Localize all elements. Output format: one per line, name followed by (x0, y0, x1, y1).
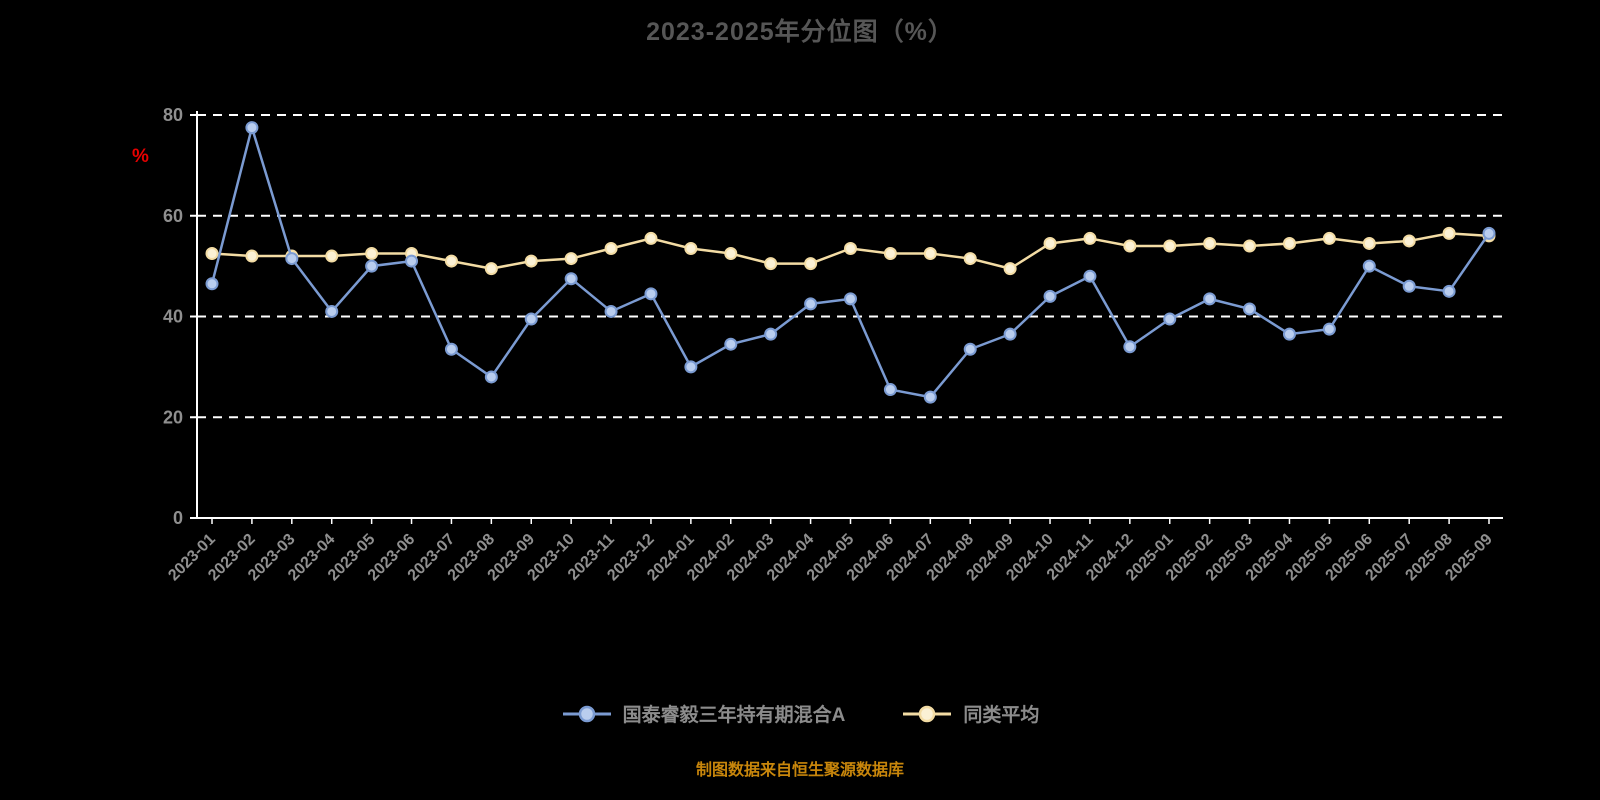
data-point-s1-1 (245, 249, 259, 263)
data-point-s0-30 (1402, 279, 1416, 293)
data-point-s1-13 (724, 247, 738, 261)
data-source-note: 制图数据来自恒生聚源数据库 (695, 762, 904, 779)
data-point-s1-14 (764, 257, 778, 271)
data-point-s1-9 (564, 252, 578, 266)
chart-legend: 国泰睿毅三年持有期混合A 同类平均 (0, 700, 1600, 727)
legend-label-fund: 国泰睿毅三年持有期混合A (622, 705, 846, 726)
data-point-s1-30 (1402, 234, 1416, 248)
data-point-s0-21 (1043, 289, 1057, 303)
data-point-s1-17 (883, 247, 897, 261)
data-point-s1-8 (524, 254, 538, 268)
data-point-s1-7 (484, 262, 498, 276)
data-point-s0-16 (844, 292, 857, 306)
legend-label-category-average: 同类平均 (963, 705, 1040, 726)
data-point-s0-32 (1482, 226, 1496, 240)
series-line-0 (210, 126, 1491, 399)
legend-item-category-average[interactable]: 同类平均 (901, 700, 1039, 727)
data-point-s0-6 (444, 342, 458, 356)
data-point-s1-18 (923, 247, 937, 261)
data-point-s0-31 (1442, 284, 1456, 298)
data-point-s1-26 (1243, 239, 1257, 253)
data-point-s0-27 (1282, 327, 1296, 341)
data-point-s1-29 (1362, 236, 1376, 250)
data-point-s0-9 (564, 272, 578, 286)
data-point-s0-19 (963, 342, 977, 356)
data-point-s0-7 (484, 370, 498, 384)
y-tick-label: 60 (163, 206, 183, 226)
legend-item-fund[interactable]: 国泰睿毅三年持有期混合A (561, 700, 846, 727)
data-point-s0-17 (883, 383, 897, 397)
data-point-s0-23 (1123, 340, 1137, 354)
data-point-s1-10 (604, 241, 618, 255)
data-point-s1-19 (963, 252, 977, 266)
data-point-s0-2 (285, 252, 299, 266)
data-point-s0-5 (405, 254, 419, 268)
y-tick-label: 80 (163, 105, 183, 125)
data-point-s1-0 (205, 247, 219, 261)
data-point-s0-8 (524, 312, 538, 326)
data-point-s0-13 (724, 337, 738, 351)
data-point-s1-21 (1043, 236, 1057, 250)
y-axis-unit-label: % (132, 146, 149, 167)
data-point-s0-28 (1322, 322, 1336, 336)
data-point-s0-4 (365, 259, 379, 273)
data-point-s0-14 (764, 327, 778, 341)
data-point-s1-27 (1282, 236, 1296, 250)
y-tick-label: 20 (163, 407, 183, 427)
data-point-s1-20 (1003, 262, 1017, 276)
fund-series-marker-icon (562, 705, 611, 722)
data-point-s0-1 (245, 121, 259, 135)
data-point-s1-15 (804, 257, 818, 271)
data-point-s0-10 (604, 304, 618, 318)
data-point-s0-26 (1243, 302, 1257, 316)
data-point-s1-28 (1322, 231, 1336, 245)
data-point-s1-4 (365, 247, 379, 261)
data-point-s0-29 (1362, 259, 1376, 273)
data-point-s1-31 (1442, 226, 1456, 240)
data-point-s1-3 (325, 249, 339, 263)
data-point-s1-16 (844, 241, 857, 255)
data-point-s1-25 (1203, 236, 1217, 250)
data-point-s0-11 (644, 287, 658, 301)
data-point-s0-12 (684, 360, 698, 374)
data-point-s0-18 (923, 390, 937, 404)
data-point-s1-12 (684, 241, 698, 255)
data-point-s0-22 (1083, 269, 1097, 283)
data-point-s0-24 (1163, 312, 1177, 326)
chart-title: 2023-2025年分位图（%） (646, 18, 954, 46)
data-point-s1-24 (1163, 239, 1177, 253)
y-tick-label: 40 (163, 307, 183, 327)
data-point-s0-0 (205, 277, 219, 291)
data-point-s0-20 (1003, 327, 1017, 341)
data-point-s0-3 (325, 304, 339, 318)
data-point-s1-22 (1083, 231, 1097, 245)
category-average-series-marker-icon (903, 705, 952, 722)
data-point-s0-25 (1203, 292, 1217, 306)
data-point-s1-11 (644, 231, 658, 245)
data-point-s0-15 (804, 297, 818, 311)
y-tick-label: 0 (173, 508, 183, 528)
data-point-s1-6 (444, 254, 458, 268)
data-point-s1-23 (1123, 239, 1137, 253)
